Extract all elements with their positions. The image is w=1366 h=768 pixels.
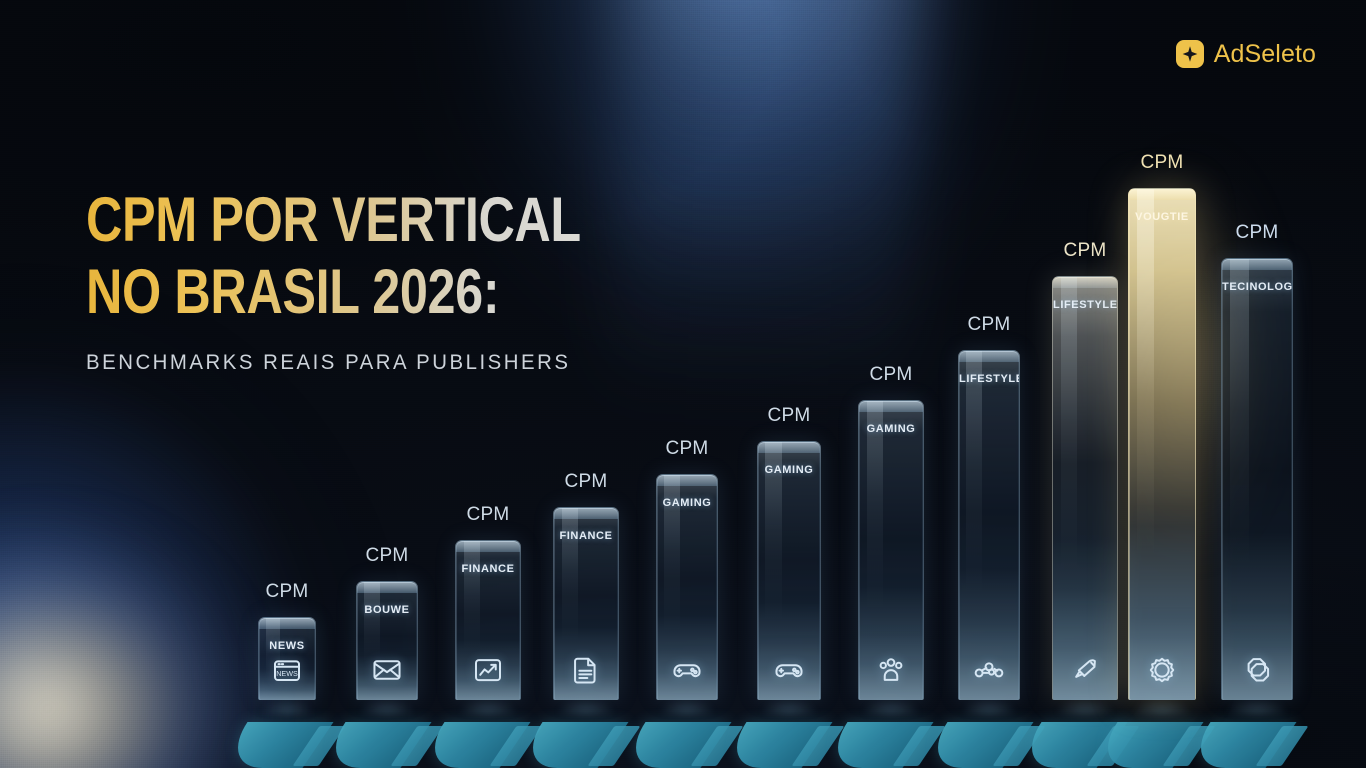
bar-top-cap-8 bbox=[959, 351, 1019, 362]
headline-block: CPM POR VERTICAL NO BRASIL 2026: BENCHMA… bbox=[86, 188, 726, 375]
gear-icon bbox=[1129, 654, 1195, 686]
bar-highlight-6 bbox=[765, 442, 782, 700]
bar-top-cap-5 bbox=[657, 475, 717, 486]
bar-group-gaming-6[interactable]: CPM GAMING bbox=[757, 405, 821, 700]
cpm-caption-8: CPM bbox=[967, 314, 1011, 335]
trend-chart-icon bbox=[456, 654, 520, 686]
cpm-caption-4: CPM bbox=[564, 471, 608, 492]
svg-text:NEWS: NEWS bbox=[276, 669, 298, 678]
network-nodes-icon bbox=[959, 654, 1019, 686]
bar-vertical-label-5: GAMING bbox=[662, 497, 712, 509]
bar-vertical-label-3: FINANCE bbox=[461, 563, 515, 575]
bar-foot-glow-5 bbox=[657, 614, 717, 700]
bar-highlight-9 bbox=[1060, 277, 1078, 700]
bar-top-cap-4 bbox=[554, 508, 618, 519]
bar-highlight-10 bbox=[1136, 189, 1155, 700]
cpm-caption-5: CPM bbox=[665, 438, 709, 459]
cpm-caption-3: CPM bbox=[466, 504, 510, 525]
bar-group-bouwe-2[interactable]: CPM BOUWE bbox=[356, 545, 418, 700]
bar-highlight-2 bbox=[364, 582, 380, 700]
bar-foot-glow-3 bbox=[456, 639, 520, 700]
bar-group-finance-3[interactable]: CPM FINANCE bbox=[455, 504, 521, 700]
bar-highlight-7 bbox=[866, 401, 884, 700]
bar-top-cap-10 bbox=[1129, 189, 1195, 200]
bar-vertical-label-11: TECINOLOGY bbox=[1222, 281, 1293, 293]
bar-group-gaming-5[interactable]: CPM GAMING bbox=[656, 438, 718, 700]
bar-group-finance-4[interactable]: CPM FINANCE bbox=[553, 471, 619, 700]
bar-group-gaming-7[interactable]: CPM GAMING bbox=[858, 364, 924, 700]
sparkle-icon bbox=[1175, 40, 1204, 68]
bar-top-cap-9 bbox=[1053, 277, 1117, 288]
cpm-caption-11: CPM bbox=[1235, 222, 1279, 243]
brand-name: AdSeleto bbox=[1213, 39, 1316, 68]
envelope-icon bbox=[357, 654, 417, 686]
document-icon bbox=[554, 654, 618, 686]
bar-foot-glow-8 bbox=[959, 567, 1019, 700]
bar-highlight-5 bbox=[664, 475, 680, 700]
bar-column-6[interactable]: GAMING bbox=[757, 441, 821, 700]
bar-vertical-label-7: GAMING bbox=[866, 423, 916, 435]
bar-top-cap-3 bbox=[456, 541, 520, 552]
bar-top-cap-6 bbox=[758, 442, 820, 453]
bar-column-7[interactable]: GAMING bbox=[858, 400, 924, 700]
bar-top-cap-7 bbox=[859, 401, 923, 412]
headline-line-2: NO BRASIL 2026: bbox=[86, 261, 598, 324]
bar-foot-glow-9 bbox=[1053, 539, 1117, 700]
bar-vertical-label-6: GAMING bbox=[764, 464, 814, 476]
bar-vertical-label-10: VOUGTIE bbox=[1135, 211, 1189, 223]
bar-vertical-label-4: FINANCE bbox=[559, 530, 613, 542]
bar-top-cap-2 bbox=[357, 582, 417, 593]
cpm-caption-1: CPM bbox=[265, 581, 309, 602]
bar-column-4[interactable]: FINANCE bbox=[553, 507, 619, 700]
bar-vertical-label-9: LIFESTYLE bbox=[1053, 299, 1118, 311]
bar-top-cap-11 bbox=[1222, 259, 1292, 270]
bar-vertical-label-1: NEWS bbox=[269, 640, 305, 652]
gamepad-icon bbox=[758, 654, 820, 686]
bar-top-cap-1 bbox=[259, 618, 315, 629]
floor-ribbons bbox=[0, 648, 1366, 768]
news-browser-icon: NEWS bbox=[259, 654, 315, 686]
bar-highlight-8 bbox=[966, 351, 982, 700]
bar-foot-glow-11 bbox=[1222, 532, 1292, 700]
bar-column-2[interactable]: BOUWE bbox=[356, 581, 418, 700]
bar-column-9[interactable]: LIFESTYLE bbox=[1052, 276, 1118, 700]
bar-foot-glow-10 bbox=[1129, 505, 1195, 700]
bar-vertical-label-2: BOUWE bbox=[364, 604, 410, 616]
brand-logo[interactable]: AdSeleto bbox=[1175, 39, 1316, 68]
bar-group-vougtie-10[interactable]: CPM VOUGTIE bbox=[1128, 152, 1196, 700]
people-group-icon bbox=[859, 654, 923, 686]
bar-foot-glow-1 bbox=[259, 668, 315, 700]
bar-highlight-4 bbox=[561, 508, 579, 700]
bar-highlight-11 bbox=[1230, 259, 1249, 700]
bar-foot-glow-7 bbox=[859, 586, 923, 700]
rocket-pin-icon bbox=[1053, 654, 1117, 686]
cpm-caption-10: CPM bbox=[1140, 152, 1184, 173]
bar-foot-glow-4 bbox=[554, 627, 618, 700]
bar-group-tecinology-11[interactable]: CPM TECINOLOGY bbox=[1221, 222, 1293, 700]
cpm-caption-9: CPM bbox=[1063, 240, 1107, 261]
headline-subtitle: BENCHMARKS REAIS PARA PUBLISHERS bbox=[86, 350, 571, 374]
bar-group-lifestyle-8[interactable]: CPM LIFESTYLE bbox=[958, 314, 1020, 700]
bar-column-3[interactable]: FINANCE bbox=[455, 540, 521, 700]
bar-vertical-label-8: LIFESTYLE bbox=[959, 373, 1020, 385]
bar-column-5[interactable]: GAMING bbox=[656, 474, 718, 700]
bar-column-10[interactable]: VOUGTIE bbox=[1128, 188, 1196, 700]
layers-badge-icon bbox=[1222, 654, 1292, 686]
headline-line-1: CPM POR VERTICAL bbox=[86, 188, 598, 251]
bar-column-1[interactable]: NEWS NEWS bbox=[258, 617, 316, 700]
bar-group-lifestyle-9[interactable]: CPM LIFESTYLE bbox=[1052, 240, 1118, 700]
cpm-caption-7: CPM bbox=[869, 364, 913, 385]
cpm-caption-6: CPM bbox=[767, 405, 811, 426]
gamepad-icon bbox=[657, 654, 717, 686]
bar-column-8[interactable]: LIFESTYLE bbox=[958, 350, 1020, 700]
cpm-caption-2: CPM bbox=[365, 545, 409, 566]
bar-foot-glow-2 bbox=[357, 655, 417, 700]
bar-column-11[interactable]: TECINOLOGY bbox=[1221, 258, 1293, 700]
bar-group-news-1[interactable]: CPM NEWS NEWS bbox=[258, 581, 316, 700]
bar-foot-glow-6 bbox=[758, 601, 820, 700]
